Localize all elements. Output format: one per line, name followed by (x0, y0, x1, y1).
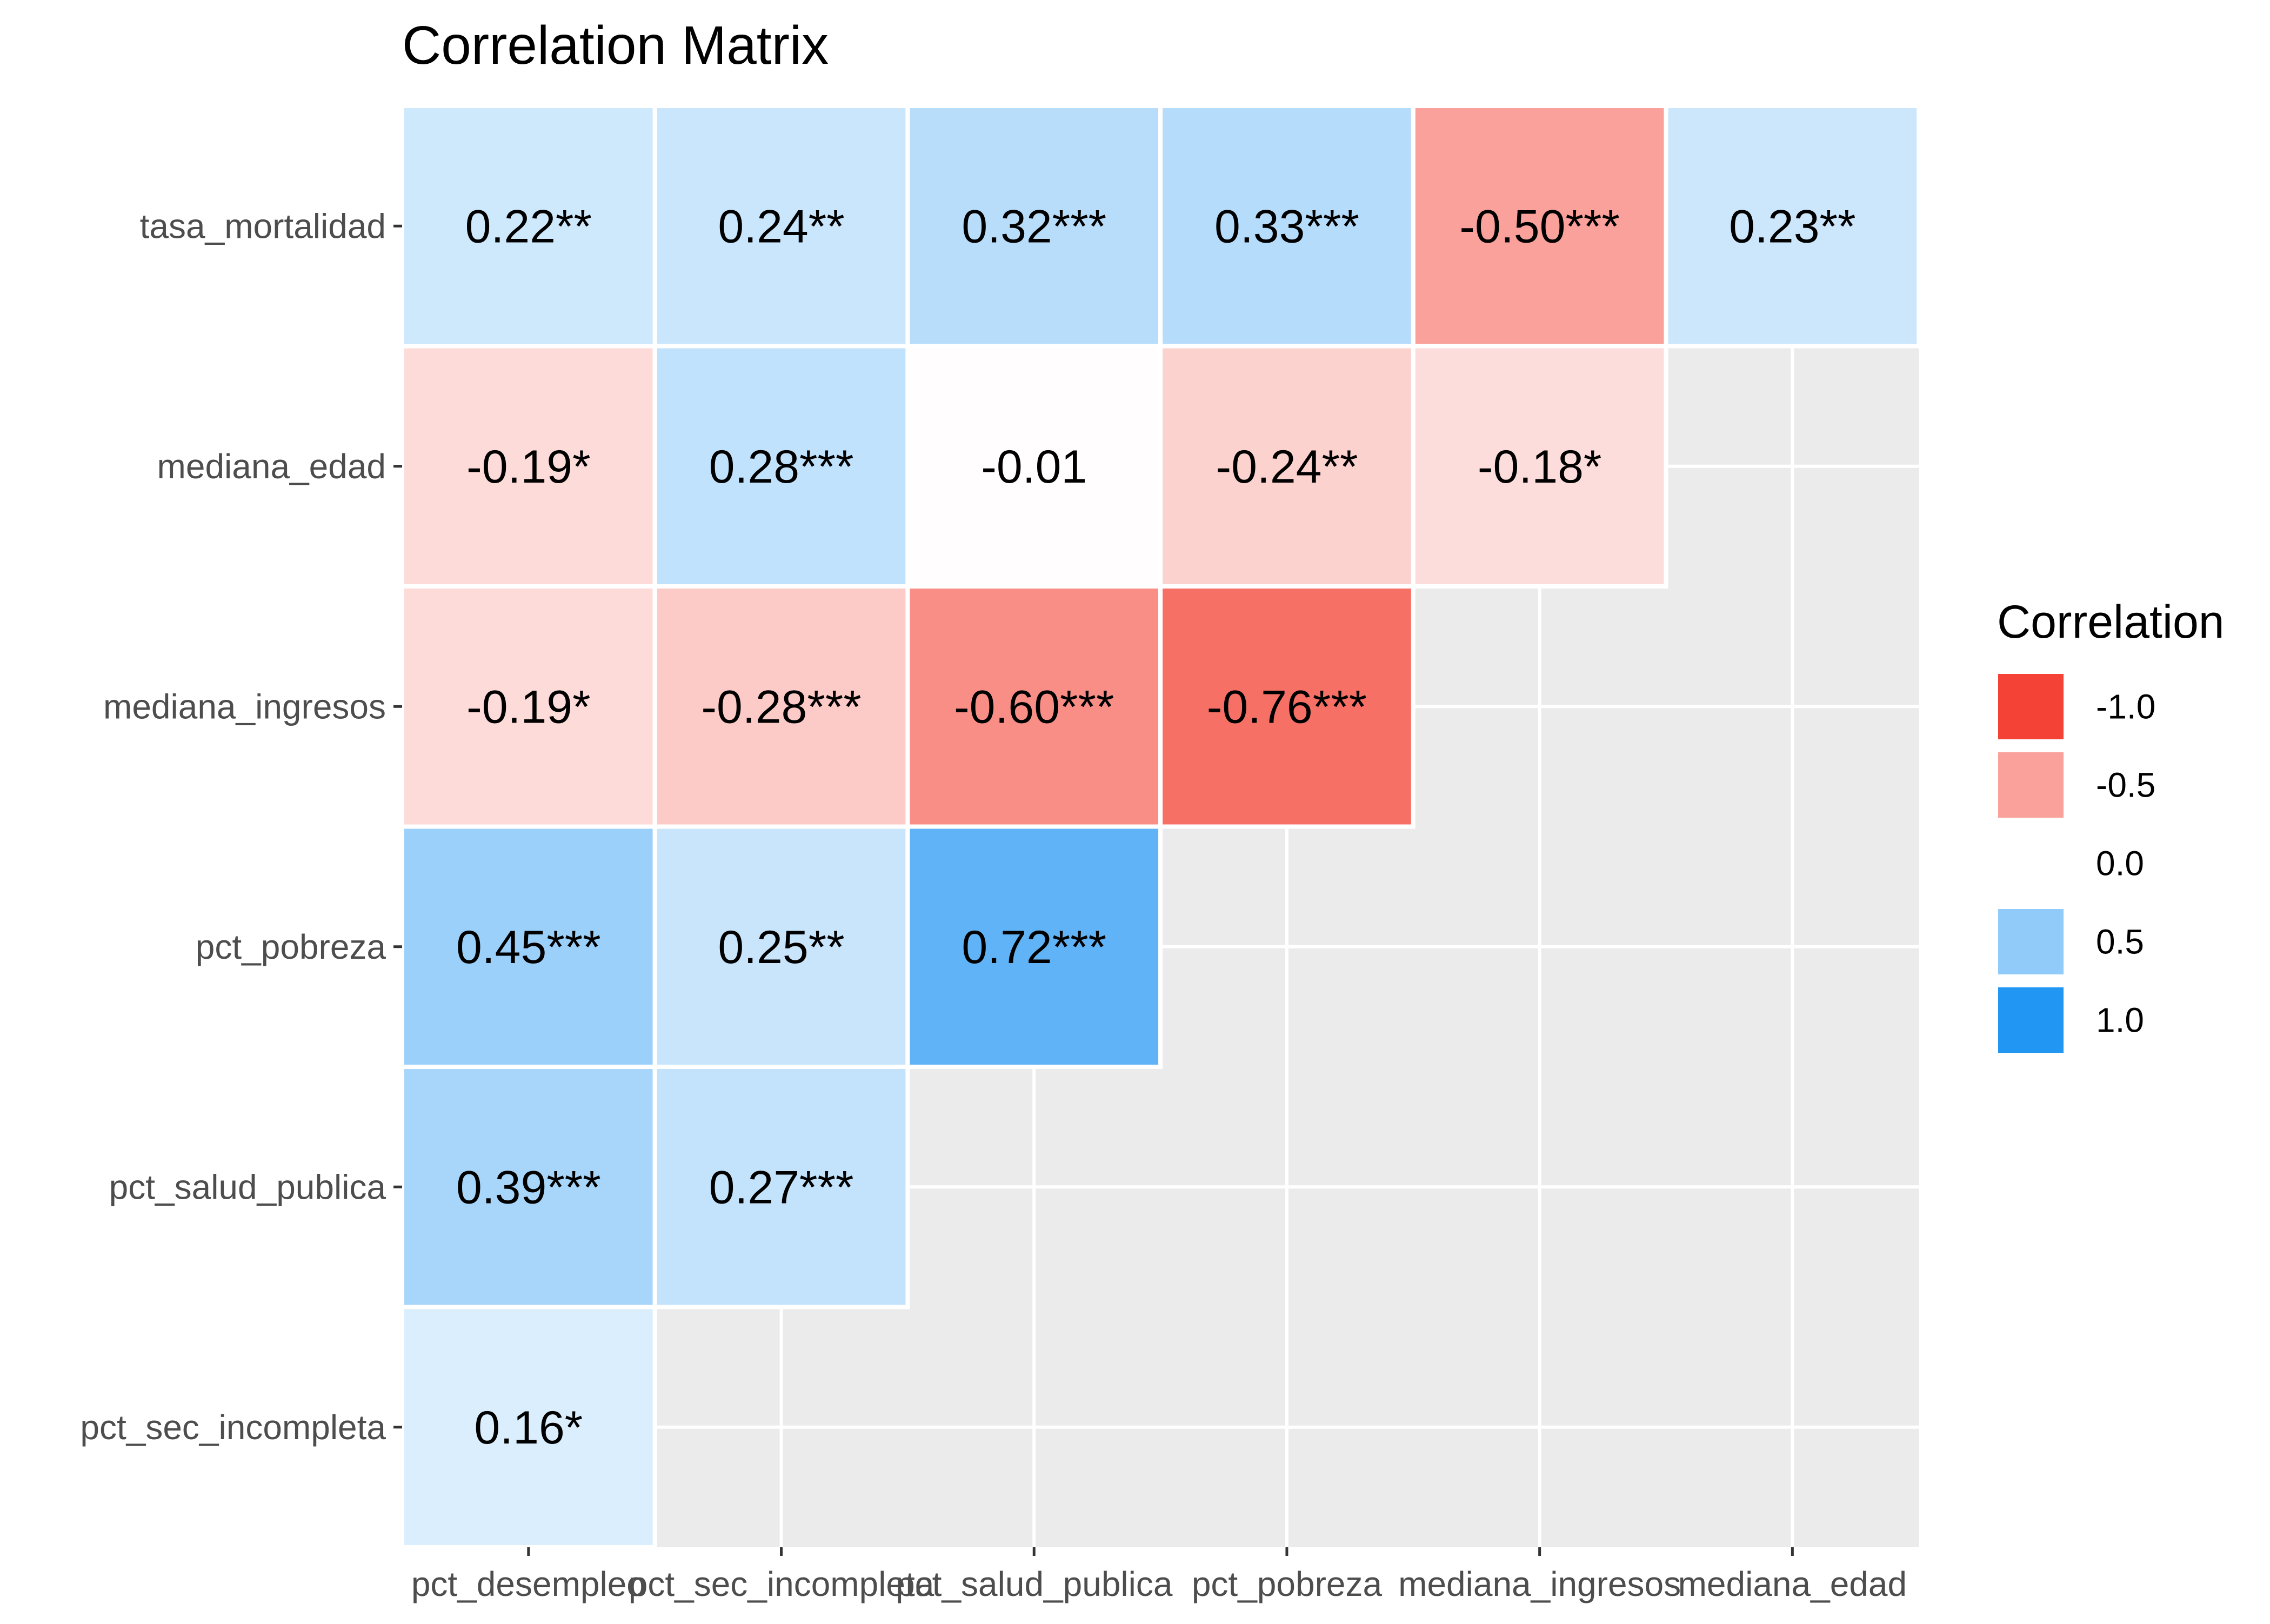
x-tick-label: pct_pobreza (1192, 1565, 1383, 1603)
y-tick-label: pct_pobreza (196, 927, 386, 966)
heatmap-cell (905, 104, 1163, 349)
y-tick-label: pct_sec_incompleta (80, 1408, 386, 1447)
x-tick-label: pct_desempleo (411, 1565, 646, 1603)
cell-value-label: -0.50*** (1459, 201, 1619, 252)
cell-value-label: 0.24** (718, 201, 844, 252)
heatmap-cell (1158, 104, 1416, 349)
cell-value-label: 0.16* (474, 1402, 583, 1454)
heatmap-cell (1411, 104, 1668, 349)
heatmap-cell (652, 344, 910, 589)
cell-value-label: -0.18* (1478, 441, 1602, 493)
legend: Correlation -1.0 -0.5 0.0 0.5 1.0 (1996, 596, 2225, 1055)
cell-value-label: 0.27*** (709, 1161, 854, 1213)
legend-label: 0.5 (2096, 923, 2144, 961)
y-tick-label: mediana_ingresos (103, 687, 386, 726)
x-axis: pct_desempleopct_sec_incompletapct_salud… (411, 1547, 1907, 1603)
legend-label: -1.0 (2096, 687, 2155, 726)
cell-value-label: -0.19* (466, 441, 591, 493)
y-tick-label: pct_salud_publica (109, 1167, 386, 1206)
cell-value-label: -0.28*** (701, 681, 861, 733)
cell-value-label: 0.32*** (962, 201, 1106, 252)
legend-label: 1.0 (2096, 1001, 2144, 1040)
heatmap-cell (1411, 344, 1668, 589)
cell-value-label: -0.01 (981, 441, 1087, 493)
x-tick-label: mediana_ingresos (1398, 1565, 1681, 1603)
cell-value-label: -0.60*** (954, 681, 1114, 733)
cell-value-label: 0.25** (718, 921, 844, 973)
y-tick-label: mediana_edad (157, 447, 386, 486)
cell-value-label: 0.23** (1729, 201, 1855, 252)
legend-swatch (1996, 750, 2066, 820)
legend-label: 0.0 (2096, 844, 2144, 883)
y-axis: tasa_mortalidad mediana_edad mediana_ingre… (80, 206, 402, 1447)
cell-value-label: -0.24** (1216, 441, 1358, 493)
heatmap-cell (652, 824, 910, 1069)
cell-value-label: 0.72*** (962, 921, 1106, 973)
legend-swatch (1996, 907, 2066, 977)
cell-value-label: 0.28*** (709, 441, 854, 493)
heatmap-cell (1664, 104, 1921, 349)
cell-value-label: 0.45*** (456, 921, 601, 973)
cell-value-label: -0.76*** (1207, 681, 1367, 733)
chart-title: Correlation Matrix (402, 15, 829, 76)
heatmap-cell (652, 1065, 910, 1309)
x-tick-label: mediana_edad (1678, 1565, 1907, 1603)
heatmap-cell (400, 1305, 657, 1549)
heatmap-cell (1158, 584, 1416, 829)
x-tick-label: pct_sec_incompleta (629, 1565, 934, 1603)
heatmap-cells: 0.22** 0.24** 0.32*** 0.33*** -0.50*** 0.23**… (400, 104, 1921, 1549)
legend-label: -0.5 (2096, 766, 2155, 805)
heatmap-cell (400, 344, 657, 589)
x-tick-label: pct_salud_publica (896, 1565, 1173, 1603)
legend-title: Correlation (1997, 596, 2225, 648)
cell-value-label: 0.22** (465, 201, 592, 252)
heatmap-cell (905, 584, 1163, 829)
legend-swatch (1996, 828, 2066, 898)
legend-swatch (1996, 985, 2066, 1055)
cell-value-label: 0.39*** (456, 1161, 601, 1213)
legend-swatch (1996, 672, 2066, 741)
heatmap-cell (400, 1065, 657, 1309)
heatmap-cell (905, 344, 1163, 589)
heatmap-cell (905, 824, 1163, 1069)
y-tick-label: tasa_mortalidad (140, 206, 386, 245)
cell-value-label: 0.33*** (1214, 201, 1359, 252)
cell-value-label: -0.19* (466, 681, 591, 733)
